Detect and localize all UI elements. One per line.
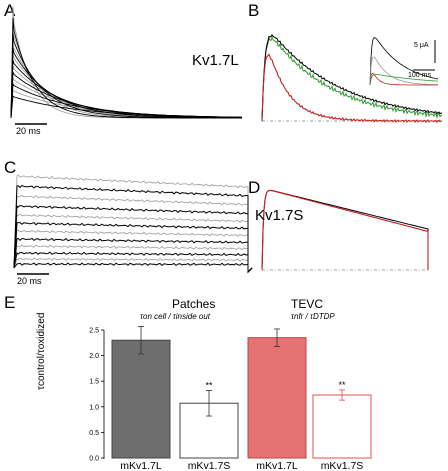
group-title-tevc: TEVC [291, 297, 324, 311]
panel-c-trace [13, 194, 253, 273]
bar [312, 394, 372, 459]
panel-a-trace [10, 47, 242, 119]
panel-letter-b: B [248, 1, 260, 20]
panel-b-construct-label: Kv1.7L [192, 52, 239, 69]
category-label: mKv1.7L [120, 460, 162, 471]
y-tick-label: 0.5 [89, 430, 99, 437]
panel-a-scalebar-label: 20 ms [16, 126, 41, 136]
panel-c-scalebar-label: 20 ms [17, 276, 42, 286]
inset-scale-y-label: 5 μA [414, 42, 429, 49]
category-label: mKv1.7S [188, 460, 231, 471]
significance-label: ** [338, 380, 346, 390]
inset-scale-x-label: 100 ms [408, 72, 431, 79]
panel-c-trace [13, 237, 253, 274]
y-tick-label: 0.0 [89, 456, 99, 463]
panel-a-trace [10, 95, 242, 119]
y-tick-label: 1.0 [89, 404, 99, 411]
panel-b-green-trace [261, 35, 443, 122]
panel-letter-e: E [4, 293, 16, 312]
category-label: mKv1.7S [321, 460, 364, 471]
y-tick-label: 2.0 [89, 353, 99, 360]
panel-c-trace [13, 251, 253, 274]
group-subtitle-tevc: τnfr / τDTDP [291, 312, 335, 321]
panel-c-trace [13, 213, 253, 273]
group-title-patches: Patches [172, 297, 216, 311]
y-tick-label: 1.5 [89, 379, 99, 386]
y-tick-label: 2.5 [89, 328, 99, 335]
panel-c-trace [13, 204, 253, 274]
panel-c-trace [13, 244, 253, 273]
bar [247, 337, 307, 459]
y-axis-label: τcontrol/τoxidized [36, 312, 47, 390]
panel-b-black-trace [261, 34, 442, 122]
bar [111, 339, 171, 459]
panel-d-red-trace [261, 189, 429, 271]
panel-letter-d: D [248, 178, 261, 197]
significance-label: ** [205, 380, 213, 390]
group-subtitle-patches: τon cell / τinside out [140, 312, 211, 321]
panel-letter-a: A [4, 1, 16, 20]
panel-c-trace [13, 257, 253, 273]
panel-c-trace [13, 184, 253, 274]
panel-c-trace [13, 174, 253, 273]
panel-letter-c: C [4, 158, 17, 177]
panel-c-trace [13, 229, 253, 273]
category-label: mKv1.7L [256, 460, 298, 471]
panel-b-inset [369, 37, 439, 86]
panel-d-construct-label: Kv1.7S [255, 207, 304, 224]
panel-b-red-trace [261, 53, 443, 124]
panel-c-trace [13, 262, 253, 274]
panel-c-trace [13, 222, 253, 274]
